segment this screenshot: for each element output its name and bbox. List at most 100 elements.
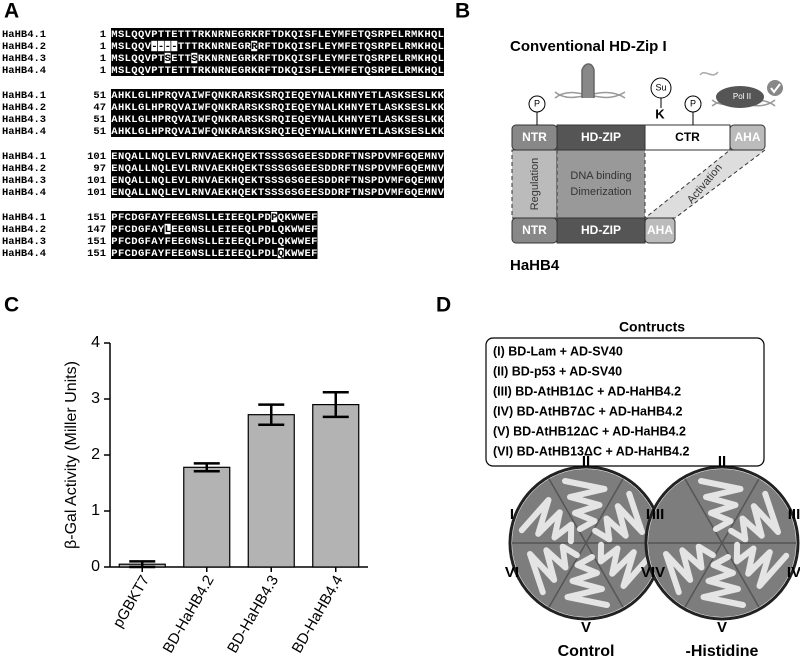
sequence-name: HaHB4.3: [2, 236, 46, 248]
sequence: PFCDGFAYFEEGNSLLEIEEQLPDLQKWWEF: [111, 236, 317, 248]
sequence: ENQALLNQLEVLRNVAEKHQEKTSSSGSGEESDDRFTNSP…: [111, 151, 444, 163]
sequence-bg: [111, 211, 318, 223]
sequence-name: HaHB4.3: [2, 114, 46, 126]
modification: [528, 95, 546, 113]
plate-divider: [548, 542, 587, 608]
sequence: MSLQQVPTTETTTRKNRNEGRKRFTDKQISFLEYMFETQS…: [111, 29, 444, 41]
plate-divider: [721, 542, 760, 608]
highlight: [190, 52, 198, 64]
highlight: [250, 40, 258, 52]
y-tick-label: 0: [91, 558, 100, 575]
sequence-bg: [111, 162, 444, 174]
sequence-start: 1: [100, 53, 106, 65]
sequence-bg: [111, 223, 318, 235]
sequence: AHKLGLHPRQVAIWFQNKRARSKSRQIEQEYNALKHNYET…: [111, 102, 444, 114]
domain-label: AHA: [735, 130, 761, 144]
region-label: Regulation: [529, 158, 541, 211]
sequence-start: 101: [87, 187, 106, 199]
sequence-start: 1: [100, 65, 106, 77]
sequence-start: 147: [87, 224, 106, 236]
sequence-bg: [111, 101, 444, 113]
colony-streak: [728, 490, 781, 543]
sequence-start: 151: [87, 248, 106, 260]
modification-label: Su: [655, 82, 666, 92]
bar: [312, 404, 360, 568]
sequence-name: HaHB4.4: [2, 248, 46, 260]
y-tick-label: 3: [91, 390, 100, 407]
colony-streak: [562, 478, 608, 532]
plate-section-label: V: [717, 619, 727, 636]
sequence-name: HaHB4.1: [2, 212, 46, 224]
domain: [729, 124, 766, 151]
colony-streak: [564, 554, 610, 608]
sequence: PFCDGFAYLEEGNSLLEIEEQLPDLQKWWEF: [111, 224, 317, 236]
sequence-bg: [111, 247, 318, 259]
plate-divider: [721, 478, 760, 544]
colony-streak: [597, 541, 654, 589]
construct: (IV) BD-AtHB7ΔC + AD-HaHB4.2: [493, 404, 682, 418]
panel-label: C: [4, 294, 19, 317]
sequence-name: HaHB4.2: [2, 41, 46, 53]
sequence: ENQALLNQLEVLRNVAEKHQEKTSSSGSGEESDDRFTNSP…: [111, 187, 444, 199]
colony-streak: [527, 543, 580, 596]
domain-label: NTR: [522, 223, 547, 237]
region-label: Dimerization: [570, 186, 631, 198]
x-tick-label: pGBKT7: [110, 572, 153, 630]
sequence-bg: [111, 125, 444, 137]
plate-label: -Histidine: [686, 643, 759, 660]
constructs-title: Contructs: [619, 319, 685, 335]
construct: (I) BD-Lam + AD-SV40: [493, 344, 623, 358]
sequence-name: HaHB4.1: [2, 29, 46, 41]
sequence: PFCDGFAYFEEGNSLLEIEEQLPDPQKWWEF: [111, 212, 317, 224]
sequence: ENQALLNQLEVLRNVAEKHQEKTSSSGSGEESDDRFTNSP…: [111, 163, 444, 175]
modification: [684, 95, 702, 113]
x-tick-label: BD-HaHB4.4: [289, 572, 347, 656]
sequence-start: 51: [93, 114, 106, 126]
colony-streak: [733, 541, 790, 589]
sequence-bg: [111, 40, 444, 52]
sequence-bg: [111, 235, 318, 247]
bar: [247, 414, 295, 568]
sequence-start: 51: [93, 90, 106, 102]
y-tick-label: 4: [91, 334, 100, 351]
modification-label: P: [690, 98, 696, 108]
sequence-bg: [111, 174, 444, 186]
plate-section-label: VI: [505, 564, 519, 581]
sequence-start: 47: [93, 102, 106, 114]
diagram-title: Conventional HD-Zip I: [510, 38, 667, 55]
sequence-start: 151: [87, 212, 106, 224]
sequence-start: 51: [93, 126, 106, 138]
panel-label: D: [436, 294, 451, 317]
sequence-bg: [111, 89, 444, 101]
pol-icon: [716, 86, 764, 108]
sequence-start: 1: [100, 29, 106, 41]
bar: [183, 466, 231, 568]
domain-label: HD-ZIP: [581, 130, 621, 144]
plate-section-label: III: [788, 506, 800, 523]
panel-label: A: [4, 0, 19, 23]
sequence: MSLQQVPTTETTTRKNRNEGRKRFTDKQISFLEYMFETQS…: [111, 65, 444, 77]
sequence-bg: [111, 150, 444, 162]
highlight: [163, 223, 172, 235]
plate-section-label: IV: [651, 564, 665, 581]
domain: [556, 124, 646, 151]
sequence-bg: [111, 64, 444, 76]
y-tick-label: 2: [91, 446, 100, 463]
sequence: AHKLGLHPRQVAIWFQNKRARSKSRQIEQEYNALKHNYET…: [111, 126, 444, 138]
region-label: DNA binding: [570, 170, 631, 182]
plate-section-label: V: [581, 619, 591, 636]
y-axis-label: β-Gal Activity (Miller Units): [63, 361, 80, 549]
domain-label: AHA: [647, 223, 673, 237]
panel-label: B: [455, 0, 470, 23]
sequence: MSLQQV----TTTRKNRNEGRRRFTDKQISFLEYMFETQS…: [111, 41, 444, 53]
domain: [644, 124, 731, 151]
highlight: [170, 40, 178, 52]
y-tick-label: 1: [91, 502, 100, 519]
pol-icon: [770, 83, 781, 94]
protein-name: HaHB4: [510, 257, 560, 274]
construct: (III) BD-AtHB1ΔC + AD-HaHB4.2: [493, 384, 681, 398]
plate-section-label: II: [582, 453, 590, 470]
modification: [650, 77, 672, 99]
sequence-name: HaHB4.1: [2, 151, 46, 163]
